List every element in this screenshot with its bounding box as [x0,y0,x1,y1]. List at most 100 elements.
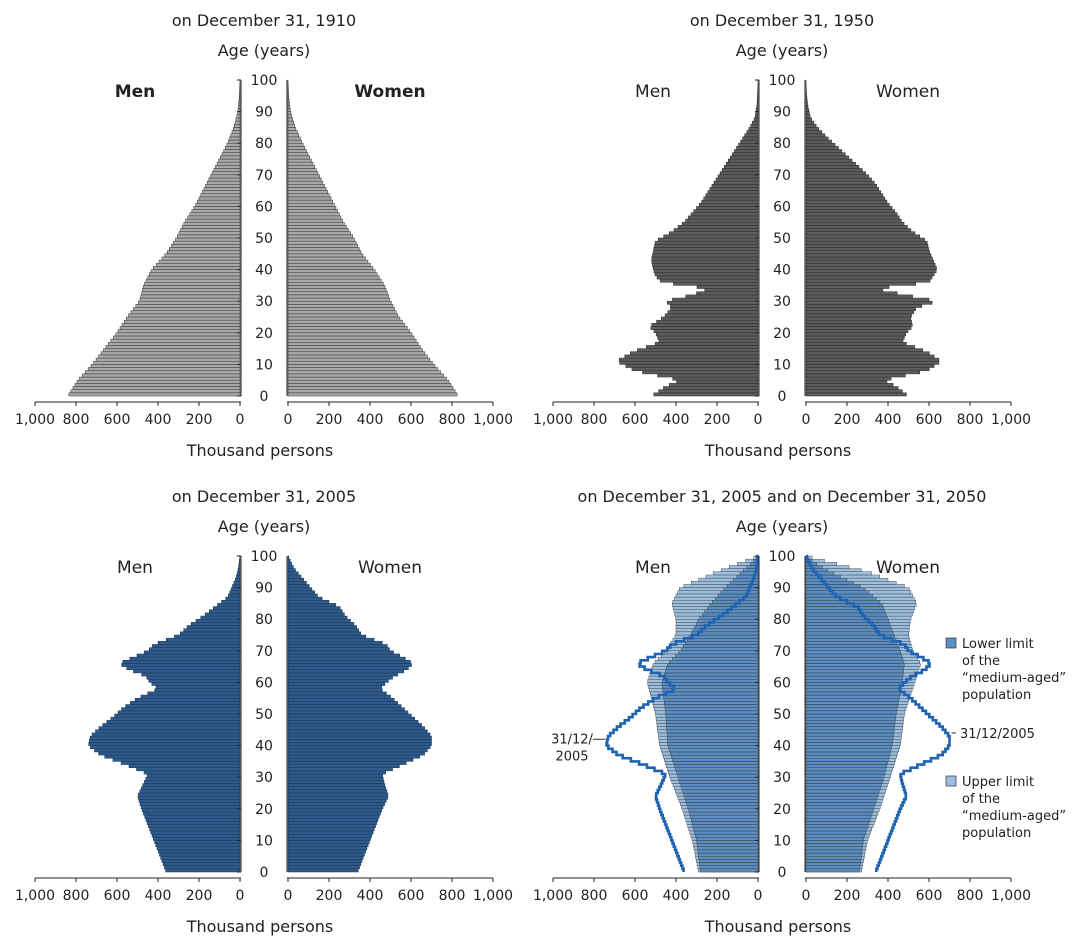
men-lower-bar [726,584,759,588]
women-bar [287,827,375,832]
men-bar [121,323,241,327]
women-bar [805,332,907,337]
men-bar [120,761,241,765]
men-bar [70,389,241,394]
women-bar [287,269,376,274]
men-lower-bar [684,795,759,800]
women-bar [287,622,355,626]
men-bar [121,707,241,712]
women-bar [805,152,846,157]
men-bar [681,221,759,226]
women-lower-bar [805,729,895,734]
women-bar [287,111,292,116]
men-bar [177,234,241,239]
women-lower-bar [805,799,877,803]
men-bar [191,209,241,213]
men-bar [146,675,241,680]
women-lower-bar [805,865,861,870]
men-bar [676,379,759,384]
men-bar [102,723,241,727]
men-label: Men [115,82,156,102]
men-bar [651,259,759,264]
women-bar [805,206,893,210]
women-bar [805,165,860,169]
men-lower-bar [698,852,759,857]
women-lower-bar [805,723,895,727]
women-bar [287,123,295,128]
men-bar [150,269,241,274]
age-tick-label: 80 [255,136,273,152]
women-lower-bar [805,821,870,825]
men-lower-bar [699,865,759,870]
men-bar [84,370,241,375]
men-bar [151,833,241,838]
women-lower-bar [805,584,861,588]
women-lower-bar [805,827,868,832]
women-bar [287,209,338,213]
men-bar [195,618,241,623]
men-bar [193,206,241,210]
men-lower-bar [714,596,759,601]
women-bar [805,190,882,195]
men-bar [151,682,241,686]
men-bar [650,326,759,330]
men-bar [149,647,241,652]
men-bar [629,351,759,356]
x-tick-label-men: 400 [145,888,172,904]
men-bar [179,631,241,636]
women-bar [805,281,916,286]
women-bar [287,558,291,563]
men-bar [654,272,759,277]
age-tick-label: 50 [773,707,791,723]
age-tick-label: 40 [255,739,273,755]
x-tick-label-women: 0 [802,888,811,904]
men-bar [139,789,241,794]
men-bar [141,808,241,813]
men-bar [225,596,241,601]
men-label: Men [117,558,153,578]
men-bar [169,247,241,251]
women-bar [805,98,808,103]
men-bar [657,237,759,242]
age-tick-label: 0 [260,865,269,881]
annotation-men-line1: 31/12/ [551,732,593,747]
women-lower-bar [805,720,896,724]
men-lower-bar [670,751,759,756]
men-bar [161,859,241,863]
women-bar [287,313,399,318]
men-bar [152,644,241,648]
women-bar [287,275,380,280]
men-lower-bar [662,675,759,680]
men-bar [619,357,759,362]
annotation-men-line2: 2005 [555,749,588,764]
x-tick-label-men: 0 [754,412,763,428]
men-lower-bar [689,634,759,639]
women-bar [805,133,826,138]
women-bar [287,754,421,759]
age-tick-label: 90 [255,581,273,597]
men-bar [730,155,759,160]
men-bar [637,348,759,353]
women-bar [805,392,907,397]
women-bar [287,323,406,327]
women-bar [287,716,416,721]
men-lower-bar [686,802,759,806]
men-bar [651,323,759,327]
women-bar [287,351,426,356]
women-bar [287,577,304,582]
men-bar [164,253,241,258]
women-bar [287,606,341,610]
men-bar [658,389,759,394]
women-bar [805,111,810,116]
men-bar [757,95,759,100]
men-bar [654,244,759,248]
men-lower-bar [668,745,759,749]
women-bar [287,202,335,207]
women-lower-bar [805,802,876,806]
women-lower-bar [805,625,892,629]
women-lower-bar [805,574,841,579]
men-bar [149,272,241,277]
women-bar [287,776,384,781]
women-bar [287,568,296,573]
women-bar [287,221,345,226]
